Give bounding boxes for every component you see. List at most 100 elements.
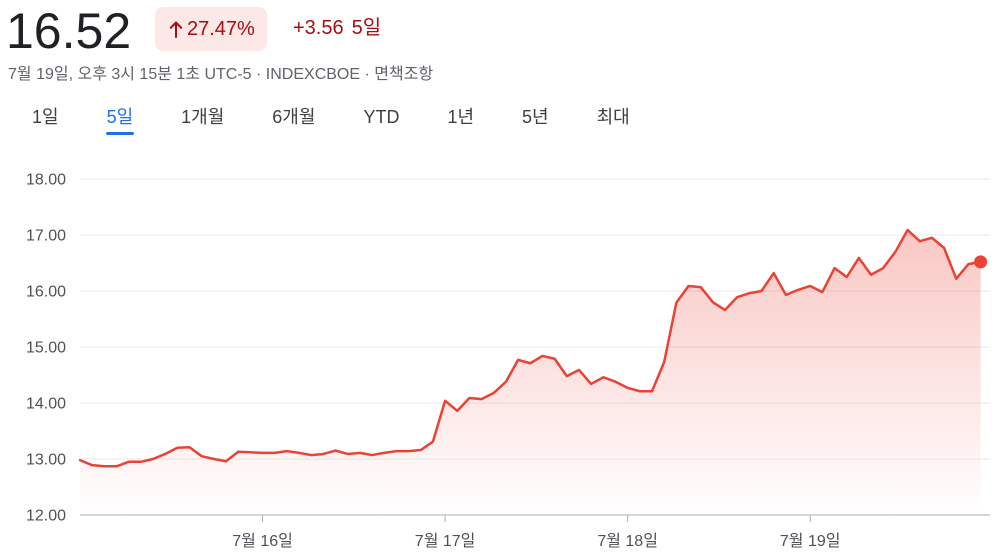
price-chart[interactable]: 18.00 17.00 16.00 15.00 14.00 13.00 12.00 7월 16… — [0, 150, 994, 554]
data-point — [517, 358, 520, 361]
data-point — [334, 449, 337, 452]
exchange-name: INDEXCBOE — [265, 66, 361, 83]
data-point — [772, 272, 775, 275]
data-point — [553, 357, 556, 360]
data-point — [529, 362, 532, 365]
data-point — [346, 452, 349, 455]
series — [78, 228, 988, 515]
data-point — [91, 464, 94, 467]
data-point — [480, 398, 483, 401]
tab-1-year[interactable]: 1년 — [423, 104, 498, 130]
tab-label: YTD — [363, 107, 400, 127]
data-point — [164, 452, 167, 455]
data-point — [249, 451, 252, 454]
y-tick-label: 18.00 — [26, 172, 66, 189]
data-point — [383, 451, 386, 454]
data-point — [943, 246, 946, 249]
data-point — [845, 276, 848, 279]
data-point — [870, 273, 873, 276]
data-point — [699, 286, 702, 289]
tab-label: 5일 — [105, 104, 134, 135]
data-point — [784, 293, 787, 296]
data-point — [273, 451, 276, 454]
tab-max[interactable]: 최대 — [573, 104, 654, 130]
tab-5-years[interactable]: 5년 — [498, 104, 573, 130]
tab-5-days[interactable]: 5일 — [83, 104, 158, 135]
data-point — [237, 450, 240, 453]
y-tick-label: 16.00 — [26, 284, 66, 301]
data-point — [650, 390, 653, 393]
data-point — [298, 451, 301, 454]
last-price-dot — [974, 255, 988, 269]
data-point — [395, 450, 398, 453]
change-value: +3.56 — [293, 17, 344, 39]
data-point — [407, 450, 410, 453]
data-point — [79, 459, 82, 462]
data-point — [809, 284, 812, 287]
y-tick-label: 15.00 — [26, 340, 66, 357]
y-tick-label: 17.00 — [26, 228, 66, 245]
y-tick-label: 12.00 — [26, 508, 66, 525]
data-point — [626, 386, 629, 389]
price-line — [78, 228, 982, 468]
data-point — [176, 446, 179, 449]
data-point — [614, 380, 617, 383]
data-point — [492, 391, 495, 394]
data-point — [456, 409, 459, 412]
data-point — [797, 288, 800, 291]
axes: 18.00 17.00 16.00 15.00 14.00 13.00 12.00 7월 16… — [26, 172, 841, 551]
arrow-up-icon — [169, 21, 183, 38]
x-tick-label: 7월 17일 — [415, 532, 476, 550]
data-point — [127, 460, 130, 463]
data-point — [371, 454, 374, 457]
data-point — [760, 290, 763, 293]
separator: · — [256, 66, 262, 83]
data-point — [930, 236, 933, 239]
data-point — [541, 354, 544, 357]
range-tabs: 1일 5일 1개월 6개월 YTD 1년 5년 최대 — [8, 104, 654, 135]
tab-6-months[interactable]: 6개월 — [248, 104, 339, 130]
data-point — [821, 291, 824, 294]
tab-label: 5년 — [522, 107, 549, 127]
change-period: 5일 — [351, 17, 382, 39]
data-point — [103, 465, 106, 468]
tab-label: 1년 — [447, 107, 475, 127]
data-point — [918, 240, 921, 243]
data-point — [602, 376, 605, 379]
data-point — [638, 390, 641, 393]
data-point — [663, 361, 666, 364]
data-point — [261, 451, 264, 454]
data-point — [833, 267, 836, 270]
data-point — [139, 460, 142, 463]
data-point — [687, 284, 690, 287]
current-price: 16.52 — [6, 3, 132, 59]
data-point — [736, 296, 739, 299]
data-point — [188, 446, 191, 449]
tab-1-month[interactable]: 1개월 — [157, 104, 248, 130]
x-tick-label: 7월 16일 — [232, 532, 293, 550]
data-point — [504, 380, 507, 383]
data-point — [882, 267, 885, 270]
tab-label: 1개월 — [181, 107, 225, 127]
data-point — [711, 301, 714, 304]
tab-1-day[interactable]: 1일 — [8, 104, 83, 130]
data-point — [225, 460, 228, 463]
data-point — [200, 455, 203, 458]
data-point — [590, 382, 593, 385]
change-percent-badge: 27.47% — [155, 7, 267, 51]
y-tick-label: 14.00 — [26, 396, 66, 413]
data-point — [212, 458, 215, 461]
data-point — [565, 375, 568, 378]
tab-ytd[interactable]: YTD — [339, 104, 423, 130]
tab-label: 1일 — [32, 107, 59, 127]
data-point — [724, 309, 727, 312]
data-point — [906, 228, 909, 231]
data-point — [468, 396, 471, 399]
quote-meta: 7월 19일, 오후 3시 15분 1초 UTC-5 · INDEXCBOE ·… — [8, 64, 433, 86]
data-point — [431, 440, 434, 443]
x-tick-label: 7월 18일 — [597, 532, 658, 550]
separator: · — [364, 66, 370, 83]
disclaimer-link[interactable]: 면책조항 — [374, 66, 434, 83]
data-point — [967, 263, 970, 266]
data-point — [419, 449, 422, 452]
